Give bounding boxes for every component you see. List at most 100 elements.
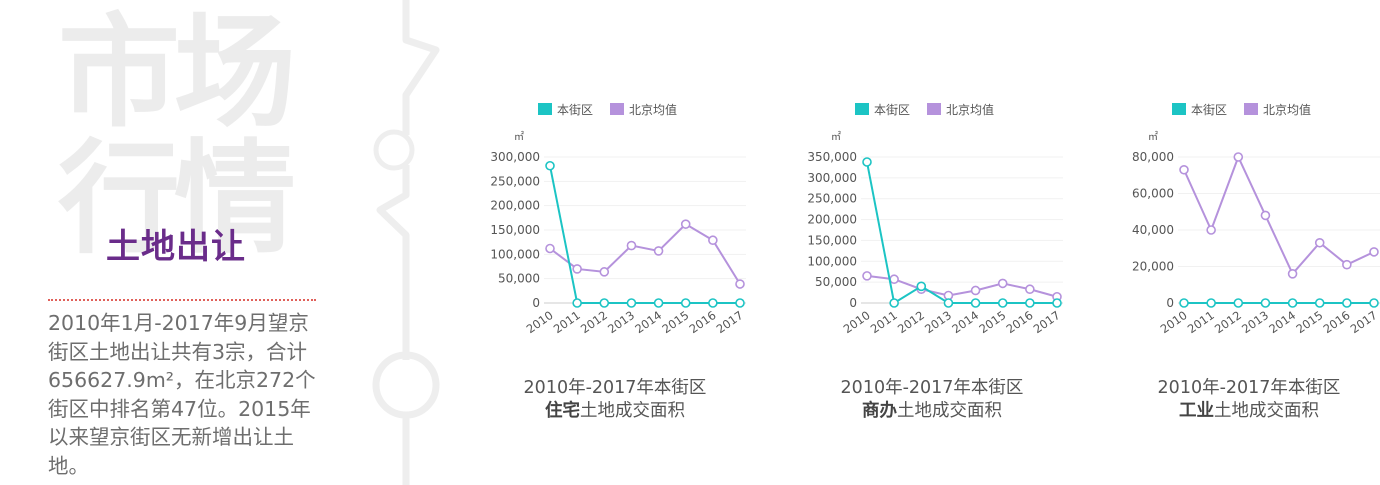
data-point: [862, 157, 872, 167]
data-point: [572, 264, 582, 274]
y-tick-label: 250,000: [807, 192, 857, 206]
y-tick-label: 100,000: [490, 247, 540, 261]
data-point: [626, 298, 637, 308]
section-subtitle: 土地出让: [106, 227, 246, 267]
unit-label: ㎡: [1148, 131, 1158, 143]
data-point: [1369, 247, 1379, 257]
data-point: [735, 298, 745, 308]
data-point: [545, 160, 555, 171]
data-point: [708, 298, 718, 308]
data-point: [1369, 298, 1379, 308]
x-tick-label: 2010: [1158, 308, 1190, 336]
data-point: [943, 298, 954, 308]
x-tick-label: 2017: [1348, 308, 1380, 336]
y-tick-label: 200,000: [807, 213, 857, 227]
y-tick-label: 150,000: [490, 223, 540, 237]
data-point: [1179, 164, 1189, 175]
y-tick-label: 100,000: [807, 254, 857, 268]
data-point: [1342, 298, 1352, 308]
summary-text: 2010年1月-2017年9月望京街区土地出让共有3宗，合计656627.9m²…: [48, 311, 316, 478]
legend-label: 本街区: [557, 103, 593, 117]
legend-label: 北京均值: [1263, 102, 1311, 117]
x-tick-label: 2015: [659, 308, 691, 336]
x-tick-label: 2014: [949, 308, 981, 336]
data-point: [1260, 298, 1271, 308]
x-tick-label: 2015: [1293, 308, 1325, 336]
legend-swatch: [610, 103, 624, 115]
x-tick-label: 2014: [632, 308, 664, 336]
data-point: [889, 298, 899, 308]
legend-swatch: [538, 103, 552, 115]
legend-swatch: [1172, 103, 1186, 115]
x-tick-label: 2017: [714, 308, 746, 336]
unit-label: ㎡: [514, 131, 524, 143]
legend-swatch: [927, 103, 941, 115]
x-tick-label: 2015: [976, 308, 1008, 336]
watermark-title: 市场 行情: [58, 10, 318, 262]
x-tick-label: 2010: [841, 308, 873, 336]
data-point: [708, 235, 718, 246]
x-tick-label: 2016: [1004, 308, 1036, 336]
chart-caption-residential: 2010年-2017年本街区 住宅土地成交面积: [460, 377, 770, 423]
x-tick-label: 2011: [551, 308, 583, 336]
data-point: [653, 298, 664, 308]
legend-label: 本街区: [874, 103, 910, 117]
data-point: [862, 271, 872, 281]
x-tick-label: 2013: [922, 308, 954, 336]
x-tick-label: 2012: [895, 308, 927, 336]
data-point: [1233, 152, 1244, 162]
caption-rest: 土地成交面积: [1214, 401, 1319, 421]
x-tick-label: 2017: [1031, 308, 1063, 336]
data-point: [1233, 298, 1244, 308]
data-point: [970, 285, 981, 296]
x-tick-label: 2016: [1321, 308, 1353, 336]
data-point: [1287, 269, 1298, 279]
legend-swatch: [1244, 103, 1258, 115]
x-tick-label: 2013: [1239, 308, 1271, 336]
x-tick-label: 2011: [868, 308, 900, 336]
caption-rest: 土地成交面积: [580, 401, 685, 421]
data-point: [1179, 298, 1189, 308]
watermark-title-line1: 市场: [58, 2, 296, 144]
data-point: [1287, 298, 1298, 308]
y-tick-label: 300,000: [807, 171, 857, 185]
series-line: [1183, 154, 1375, 276]
data-point: [680, 219, 691, 229]
x-tick-label: 2010: [524, 308, 556, 336]
caption-line1: 2010年-2017年本街区: [840, 378, 1024, 398]
x-tick-label: 2014: [1266, 308, 1298, 336]
data-point: [1206, 298, 1216, 308]
data-point: [889, 274, 899, 285]
data-point: [1314, 298, 1325, 308]
x-tick-label: 2012: [1212, 308, 1244, 336]
y-tick-label: 0: [532, 296, 540, 310]
data-point: [997, 278, 1008, 289]
legend-label: 北京均值: [946, 102, 994, 117]
data-point: [1025, 298, 1035, 308]
unit-label: ㎡: [831, 131, 841, 143]
chart-caption-industrial: 2010年-2017年本街区 工业土地成交面积: [1094, 377, 1380, 423]
data-point: [626, 240, 637, 251]
x-tick-label: 2013: [605, 308, 637, 336]
data-point: [599, 298, 610, 308]
y-tick-label: 50,000: [498, 272, 540, 286]
dotted-divider: [48, 299, 316, 301]
legend-swatch: [855, 103, 869, 115]
data-point: [545, 243, 555, 254]
data-point: [1314, 237, 1325, 248]
y-tick-label: 350,000: [807, 150, 857, 164]
data-point: [1052, 298, 1062, 308]
caption-rest: 土地成交面积: [897, 401, 1002, 421]
caption-bold: 商办: [862, 401, 897, 421]
series-line: [549, 165, 740, 304]
caption-bold: 工业: [1179, 401, 1214, 421]
y-tick-label: 250,000: [490, 174, 540, 188]
data-point: [599, 267, 610, 277]
y-tick-label: 0: [849, 296, 857, 310]
caption-line1: 2010年-2017年本街区: [523, 378, 707, 398]
y-tick-label: 150,000: [807, 233, 857, 247]
y-tick-label: 50,000: [815, 275, 857, 289]
